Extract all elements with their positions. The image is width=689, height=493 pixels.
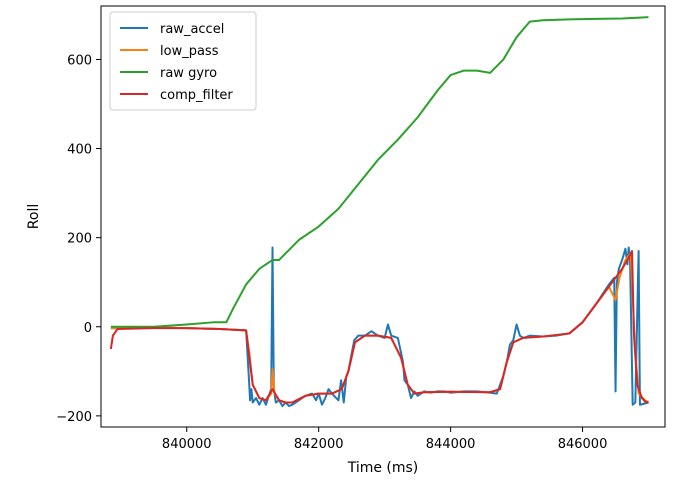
series-line-raw-accel	[110, 246, 649, 408]
legend-box	[109, 11, 257, 111]
y-tick-label: 400	[67, 143, 92, 158]
legend-label: raw gyro	[160, 66, 217, 81]
y-axis-label: Roll	[26, 204, 42, 229]
legend-label: raw_accel	[160, 22, 224, 37]
y-tick-label: 0	[84, 321, 92, 336]
x-tick-label: 844000	[426, 437, 476, 452]
y-tick-label: 600	[67, 53, 92, 68]
y-tick-label: −200	[56, 410, 92, 425]
y-axis: −200 0 200 400 600	[56, 53, 101, 425]
x-tick-label: 846000	[558, 437, 608, 452]
series-line-comp-filter	[109, 250, 649, 404]
legend-label: comp_filter	[160, 88, 233, 103]
plot-frame	[100, 5, 666, 428]
series-line-raw-gyro	[110, 16, 649, 328]
legend-label: low_pass	[160, 44, 219, 59]
x-tick-label: 840000	[162, 437, 212, 452]
x-axis-label: Time (ms)	[347, 460, 419, 476]
series-layer	[109, 16, 650, 408]
x-axis: 840000 842000 844000 846000	[162, 427, 607, 452]
x-tick-label: 842000	[294, 437, 344, 452]
y-tick-label: 200	[67, 232, 92, 247]
